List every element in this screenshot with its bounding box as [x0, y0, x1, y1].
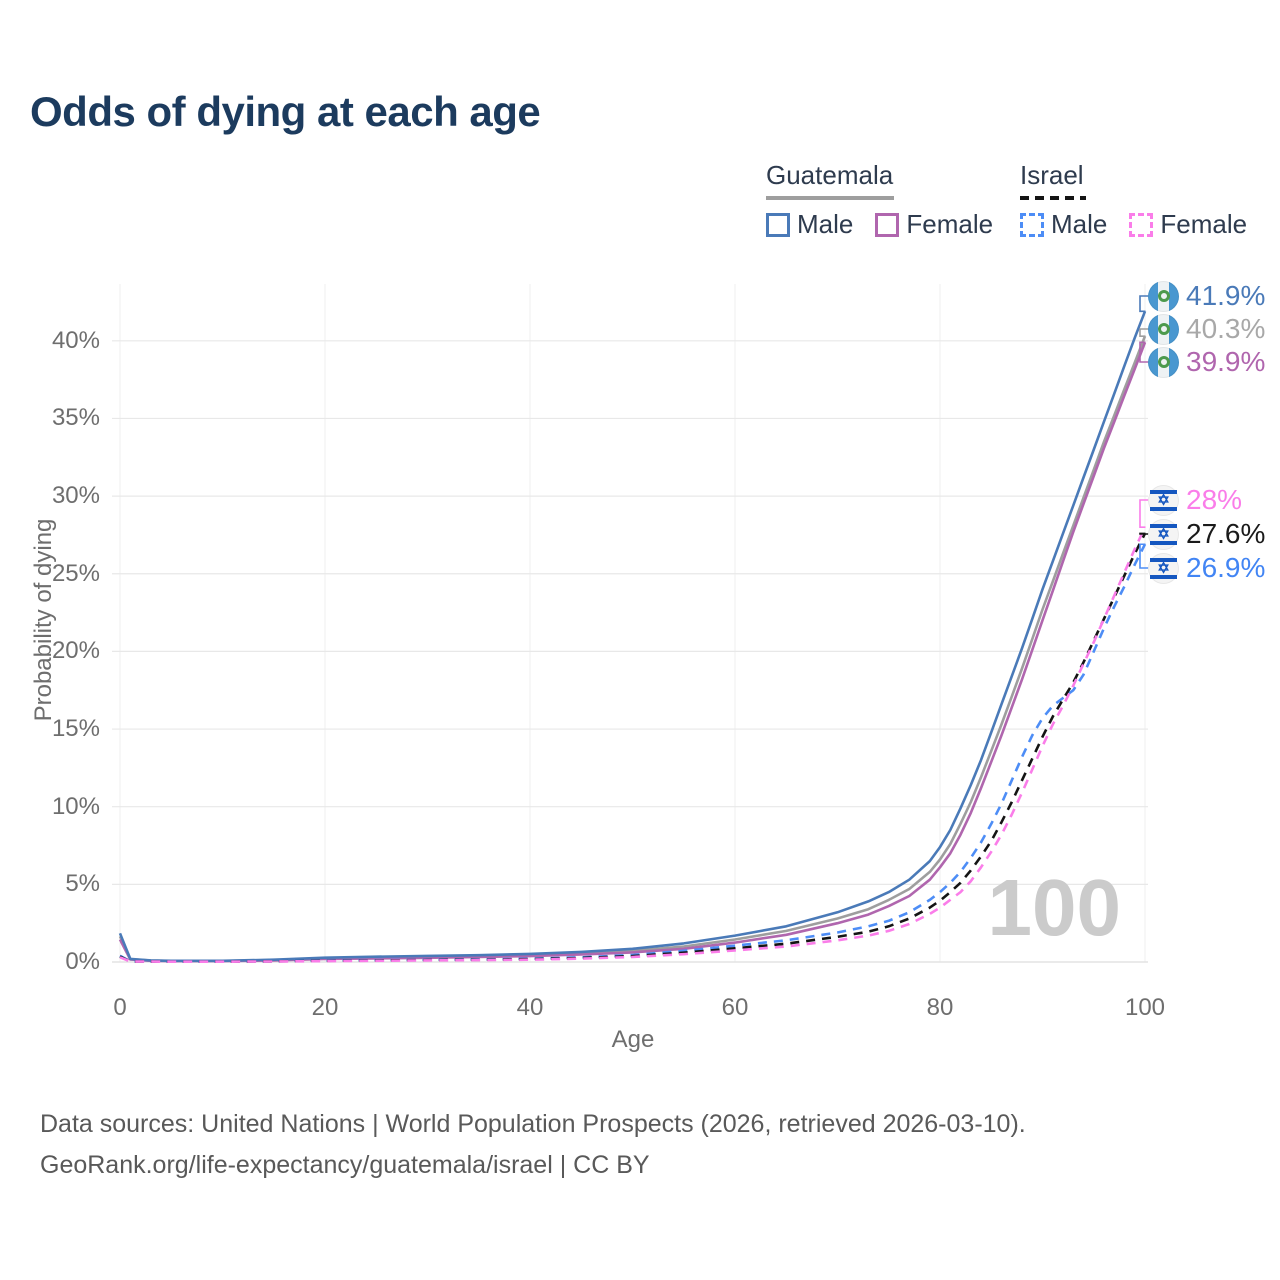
- end-label-israel-all: ✡ 27.6%: [1148, 517, 1265, 551]
- israel-flag-icon: ✡: [1148, 484, 1179, 516]
- x-tick-label: 20: [311, 994, 339, 1021]
- legend-label-guatemala-male[interactable]: Male: [797, 209, 854, 239]
- end-label-value-guatemala-all: 40.3%: [1186, 313, 1266, 344]
- x-tick-label: 60: [721, 994, 749, 1021]
- legend-label-israel-female[interactable]: Female: [1160, 209, 1248, 239]
- end-label-guatemala-male: 41.9%: [1148, 279, 1265, 313]
- israel-flag-stripe: [1150, 540, 1177, 545]
- y-tick-label: 5%: [65, 870, 100, 898]
- israel-flag-stripe: [1150, 523, 1177, 528]
- israel-flag-icon: ✡: [1148, 518, 1179, 550]
- y-tick-label: 0%: [65, 948, 100, 975]
- end-label-value-israel-female: 28%: [1186, 484, 1243, 515]
- series-line-guatemala-female: [118, 341, 1147, 963]
- end-label-guatemala-female: 39.9%: [1148, 345, 1265, 379]
- x-tick-label: 40: [516, 994, 544, 1021]
- israel-flag-stripe: [1150, 489, 1177, 494]
- guatemala-combined-line-swatch: [766, 196, 894, 200]
- y-axis-title: Probability of dying: [30, 518, 57, 722]
- x-tick-label: 0: [113, 994, 127, 1021]
- israel-female-swatch[interactable]: [1129, 212, 1154, 237]
- footer-attribution: GeoRank.org/life-expectancy/guatemala/is…: [40, 1150, 650, 1179]
- end-label-israel-male: ✡ 26.9%: [1148, 551, 1265, 585]
- israel-flag-stripe: [1150, 557, 1177, 562]
- y-tick-label: 25%: [51, 559, 100, 587]
- guatemala-male-swatch[interactable]: [766, 212, 790, 237]
- end-label-connector-guatemala-all: [1139, 328, 1150, 337]
- page-title: Odds of dying at each age: [30, 88, 541, 135]
- guatemala-flag-icon: [1148, 313, 1179, 345]
- x-tick-label: 80: [926, 994, 954, 1021]
- series-line-guatemala-male: [118, 310, 1147, 963]
- israel-flag-stripe: [1150, 574, 1177, 579]
- age-watermark: 100: [987, 863, 1121, 952]
- guatemala-emblem: [1157, 356, 1170, 368]
- end-label-connector-israel-female: [1139, 499, 1150, 528]
- end-label-connector-guatemala-female: [1139, 341, 1150, 363]
- legend-country-guatemala[interactable]: Guatemala: [766, 160, 894, 190]
- footer-data-sources: Data sources: United Nations | World Pop…: [40, 1110, 1026, 1138]
- star-of-david-icon: ✡: [1157, 559, 1170, 577]
- legend-label-israel-male[interactable]: Male: [1051, 209, 1108, 239]
- israel-combined-line-swatch: [1020, 196, 1086, 200]
- end-label-israel-female: ✡ 28%: [1148, 483, 1242, 517]
- end-label-guatemala-all: 40.3%: [1148, 312, 1265, 346]
- end-label-connector-israel-all: [1139, 532, 1150, 535]
- end-label-value-israel-all: 27.6%: [1186, 518, 1266, 549]
- x-axis-title: Age: [611, 1026, 655, 1053]
- guatemala-flag-icon: [1148, 280, 1179, 312]
- legend-country-israel[interactable]: Israel: [1020, 160, 1084, 190]
- star-of-david-icon: ✡: [1157, 525, 1170, 543]
- y-tick-label: 10%: [51, 792, 100, 820]
- footer: Data sources: United Nations | World Pop…: [40, 1104, 1026, 1185]
- guatemala-emblem: [1157, 323, 1170, 335]
- x-tick-label: 100: [1124, 994, 1166, 1021]
- y-tick-label: 35%: [51, 404, 100, 432]
- end-label-value-guatemala-female: 39.9%: [1186, 346, 1266, 377]
- y-tick-label: 30%: [51, 482, 100, 510]
- guatemala-emblem: [1157, 290, 1170, 302]
- guatemala-female-swatch[interactable]: [875, 212, 900, 237]
- legend-group-israel: Israel Male Female: [1020, 160, 1247, 240]
- israel-flag-icon: ✡: [1148, 552, 1179, 584]
- star-of-david-icon: ✡: [1157, 491, 1170, 509]
- y-tick-label: 20%: [51, 637, 100, 665]
- end-label-value-israel-male: 26.9%: [1186, 552, 1266, 583]
- end-label-connector-guatemala-male: [1139, 295, 1150, 313]
- end-label-connector-israel-male: [1139, 543, 1150, 569]
- legend-group-guatemala: Guatemala Male Female: [766, 160, 993, 240]
- end-label-value-guatemala-male: 41.9%: [1186, 280, 1266, 311]
- y-tick-label: 40%: [51, 326, 100, 354]
- series-line-israel-female: [119, 526, 1147, 964]
- legend-label-guatemala-female[interactable]: Female: [906, 209, 994, 239]
- israel-flag-stripe: [1150, 506, 1177, 511]
- y-tick-label: 15%: [51, 715, 100, 743]
- guatemala-flag-icon: [1148, 346, 1179, 378]
- israel-male-swatch[interactable]: [1020, 212, 1044, 237]
